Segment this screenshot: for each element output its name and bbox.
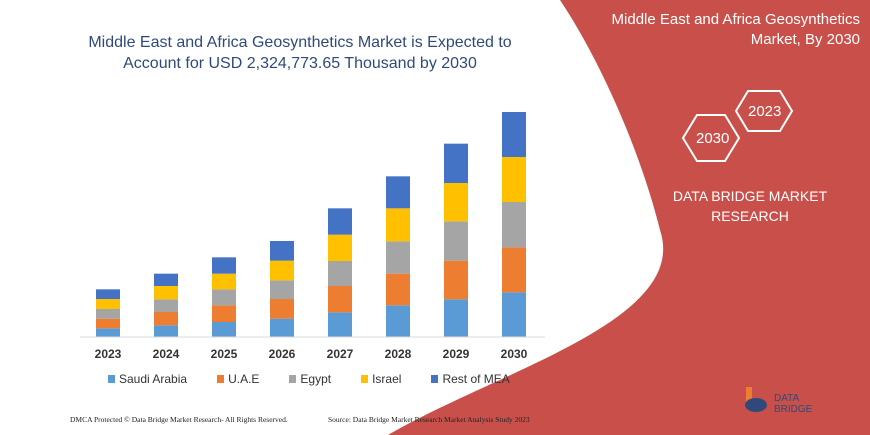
hex-label-2023: 2023	[748, 103, 782, 120]
x-tick-label: 2027	[327, 347, 354, 361]
bar-2027-israel	[328, 234, 352, 261]
x-tick-label: 2029	[443, 347, 470, 361]
bar-2023-israel	[96, 299, 120, 309]
footer-source: Source: Data Bridge Market Research Mark…	[328, 415, 530, 424]
bar-2023-egypt	[96, 309, 120, 319]
side-panel-title: Middle East and Africa Geosynthetics Mar…	[611, 11, 860, 48]
legend-label: Rest of MEA	[442, 372, 510, 386]
footer-copyright: DMCA Protected © Data Bridge Market Rese…	[70, 415, 288, 424]
bar-2028-egypt	[386, 241, 410, 274]
bar-2028-u-a-e	[386, 273, 410, 306]
bar-2026-rest-of-mea	[270, 241, 294, 261]
bar-2024-saudi-arabia	[154, 325, 178, 337]
legend-swatch	[361, 375, 369, 383]
legend-swatch	[108, 375, 115, 383]
bar-2025-rest-of-mea	[212, 257, 236, 274]
bar-2023-rest-of-mea	[96, 289, 120, 299]
hexagon-2030	[681, 114, 741, 162]
bar-2027-saudi-arabia	[328, 312, 352, 337]
bar-2026-israel	[270, 260, 294, 281]
bar-2024-israel	[154, 286, 178, 300]
bar-2025-egypt	[212, 289, 236, 306]
logo: DATA BRIDGE	[740, 385, 812, 418]
bar-2030-rest-of-mea	[502, 112, 526, 157]
bar-2027-rest-of-mea	[328, 208, 352, 235]
legend: Saudi Arabia U.A.E Egypt Israel Rest of MEA	[108, 372, 510, 386]
legend-swatch	[217, 375, 225, 383]
bar-2024-egypt	[154, 299, 178, 312]
legend-label: Saudi Arabia	[119, 372, 188, 386]
hexagon-2023	[734, 90, 794, 132]
legend-item: Saudi Arabia	[108, 372, 187, 386]
bar-2025-israel	[212, 273, 236, 290]
side-panel	[388, 0, 870, 435]
bar-2030-egypt	[502, 202, 526, 248]
legend-item: Egypt	[289, 372, 331, 386]
bar-2026-u-a-e	[270, 299, 294, 319]
bar-2028-israel	[386, 208, 410, 242]
bar-2029-u-a-e	[444, 260, 468, 300]
chart-plot: 2023 2024 2025 2026 2027 2028 2029 2030	[95, 112, 528, 361]
x-tick-label: 2024	[153, 347, 180, 361]
bar-2025-u-a-e	[212, 305, 236, 322]
x-tick-label: 2023	[95, 347, 122, 361]
bar-2030-u-a-e	[502, 247, 526, 293]
bar-2029-rest-of-mea	[444, 143, 468, 183]
legend-swatch	[431, 375, 439, 383]
bar-2029-egypt	[444, 221, 468, 261]
hex-label-2030: 2030	[696, 130, 730, 147]
bar-2030-saudi-arabia	[502, 292, 526, 337]
legend-item: U.A.E	[217, 372, 259, 386]
legend-label: Egypt	[300, 372, 332, 386]
bar-2023-u-a-e	[96, 318, 120, 329]
bar-2030-israel	[502, 157, 526, 202]
bar-2029-israel	[444, 183, 468, 222]
chart-title: Middle East and Africa Geosynthetics Mar…	[88, 34, 512, 72]
x-tick-label: 2028	[385, 347, 412, 361]
bar-2027-u-a-e	[328, 286, 352, 313]
bar-2028-saudi-arabia	[386, 305, 410, 337]
bar-2029-saudi-arabia	[444, 299, 468, 337]
legend-swatch	[289, 375, 297, 383]
bar-2028-rest-of-mea	[386, 176, 410, 209]
logo-text: DATA BRIDGE	[774, 393, 813, 415]
legend-label: Israel	[372, 372, 402, 386]
x-tick-label: 2030	[501, 347, 528, 361]
bar-2025-saudi-arabia	[212, 322, 236, 337]
x-tick-label: 2025	[211, 347, 238, 361]
legend-item: Israel	[361, 372, 401, 386]
legend-item: Rest of MEA	[431, 372, 510, 386]
bar-2027-egypt	[328, 261, 352, 286]
x-tick-label: 2026	[269, 347, 296, 361]
logo-icon	[745, 387, 767, 412]
bar-2024-rest-of-mea	[154, 273, 178, 286]
bar-2026-egypt	[270, 280, 294, 299]
brand-text: DATA BRIDGE MARKET RESEARCH	[672, 188, 828, 224]
bar-2026-saudi-arabia	[270, 318, 294, 337]
legend-label: U.A.E	[228, 372, 260, 386]
bar-2024-u-a-e	[154, 312, 178, 326]
bar-2023-saudi-arabia	[96, 328, 120, 337]
